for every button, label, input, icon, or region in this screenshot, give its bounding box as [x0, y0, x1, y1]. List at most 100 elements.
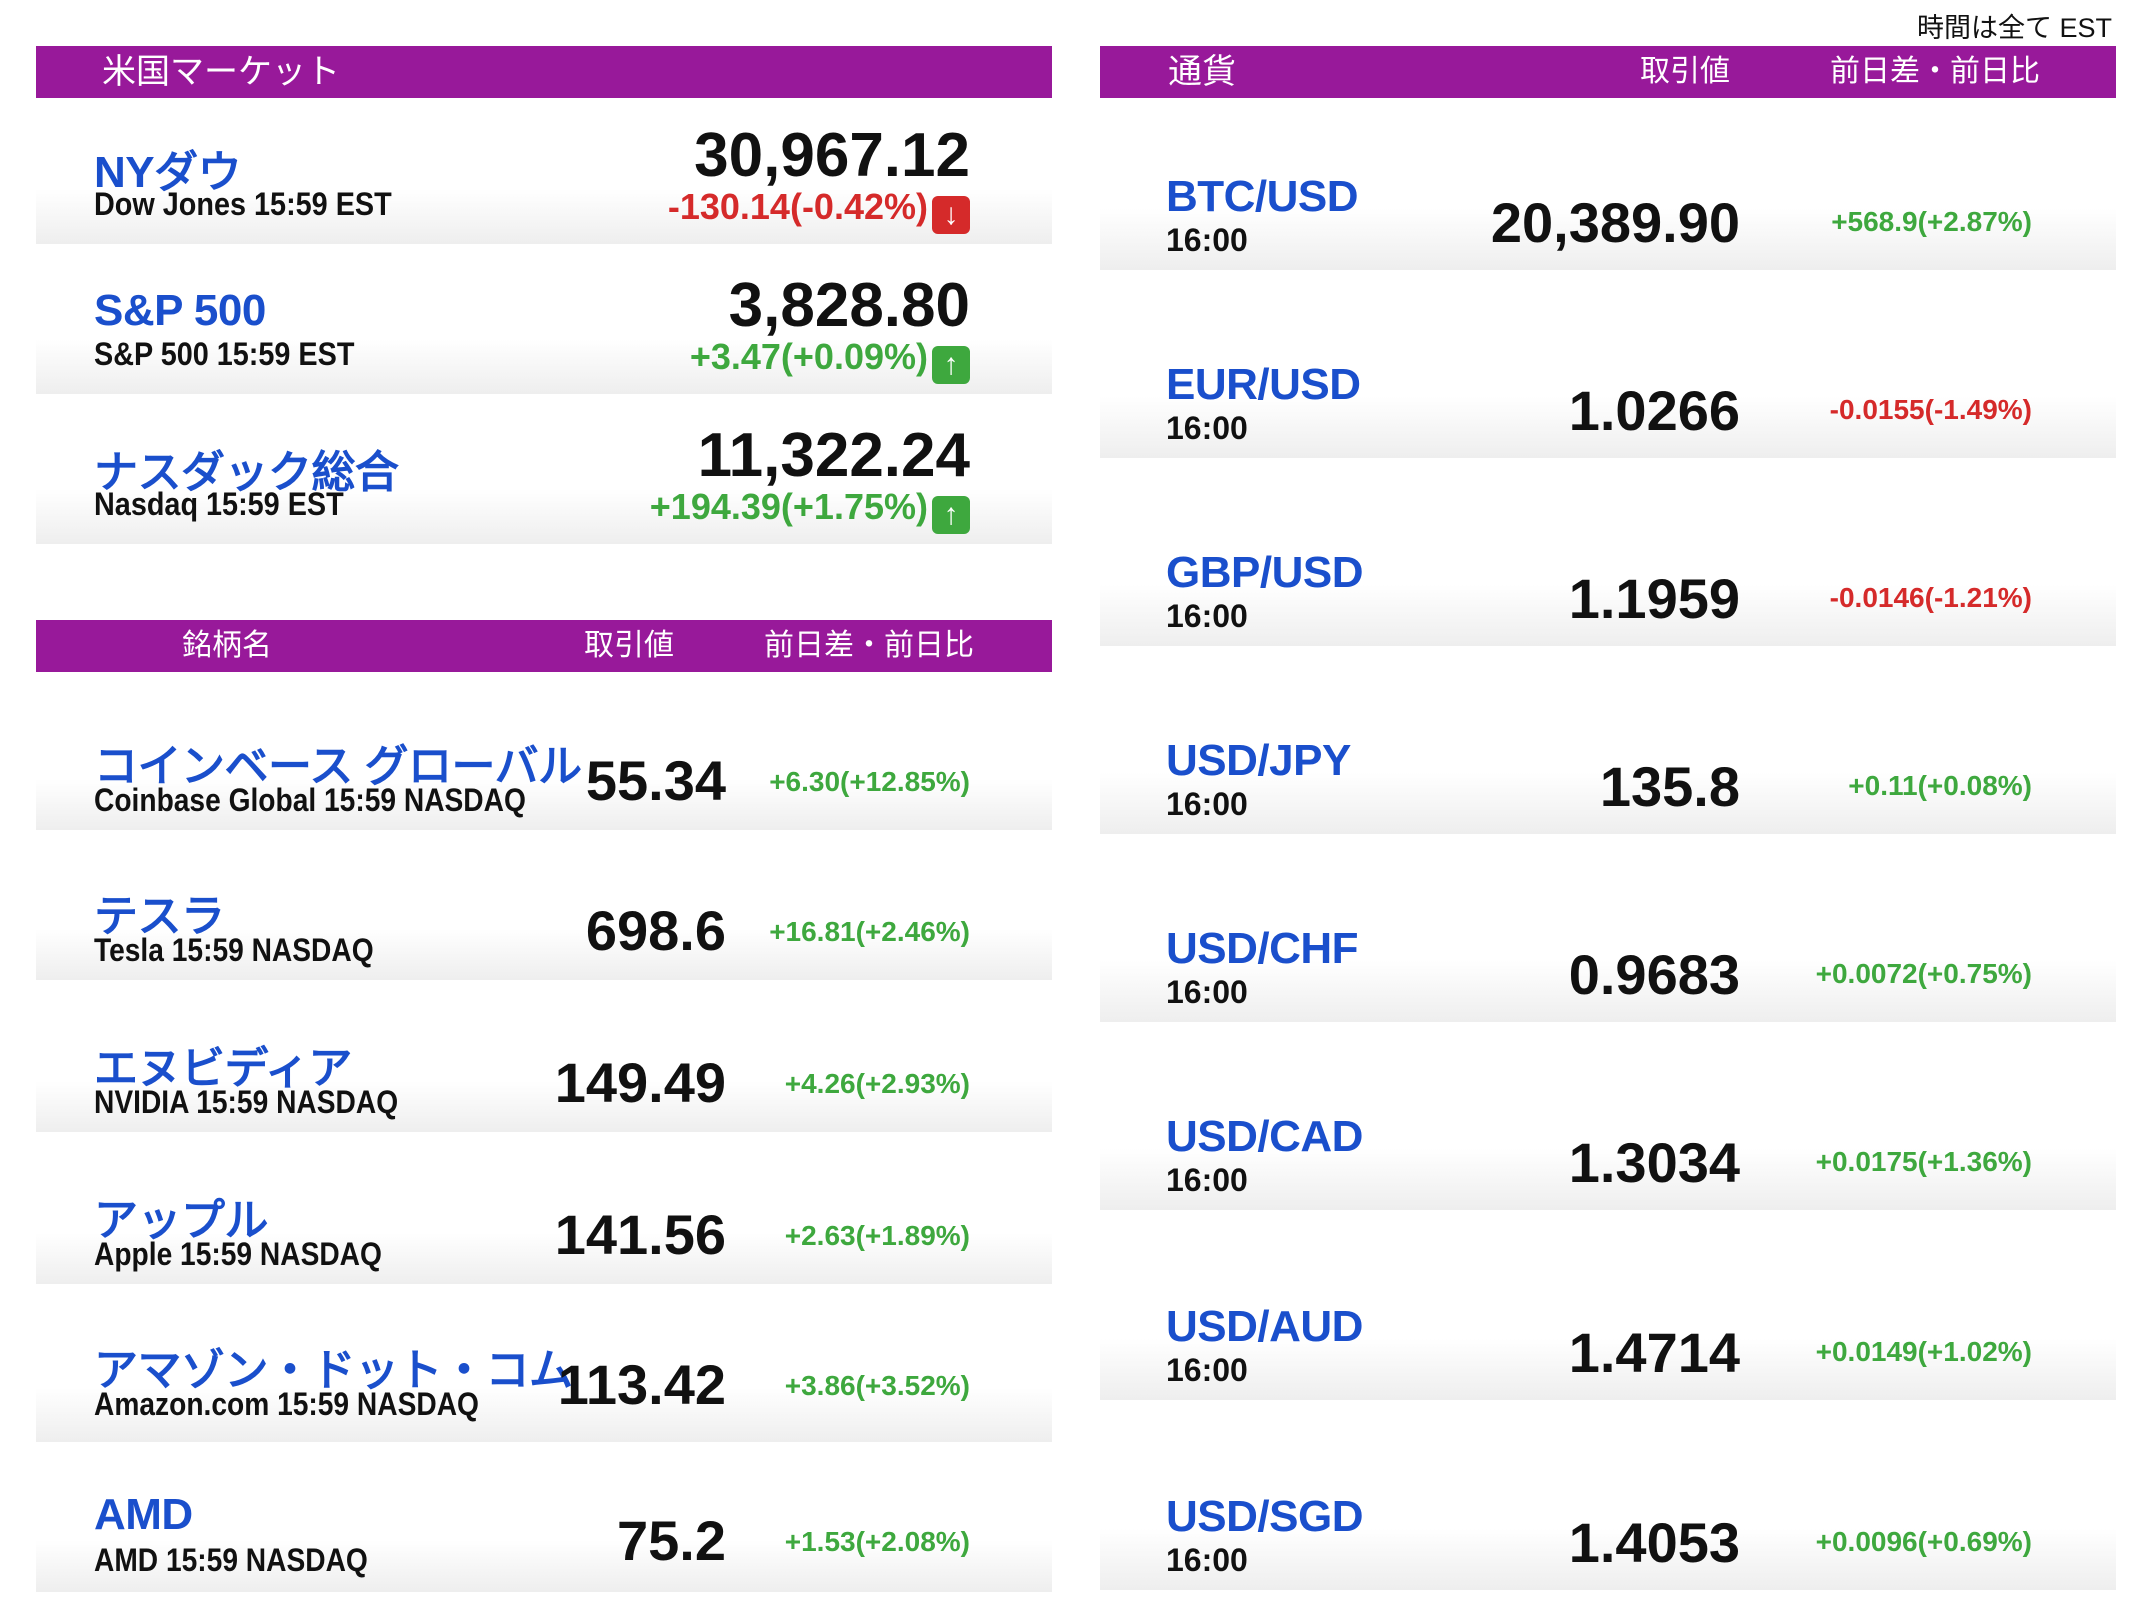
stock-row-amazon[interactable]: アマゾン・ドット・コム Amazon.com 15:59 NASDAQ 113.…	[36, 1300, 1052, 1442]
stock-change: +2.63(+1.89%)	[784, 1220, 970, 1251]
stock-sub: Apple 15:59 NASDAQ	[94, 1236, 382, 1272]
index-price: 30,967.12	[694, 121, 970, 190]
index-name: S&P 500	[94, 286, 266, 335]
stock-change: +3.86(+3.52%)	[784, 1370, 970, 1401]
currency-pair: BTC/USD	[1166, 172, 1359, 221]
currency-price: 1.0266	[1568, 379, 1740, 442]
currency-row-usdchf[interactable]: USD/CHF 16:00 0.9683 +0.0072(+0.75%)	[1100, 860, 2116, 1022]
currency-row-btcusd[interactable]: BTC/USD 16:00 20,389.90 +568.9(+2.87%)	[1100, 108, 2116, 270]
currency-change: +0.0096(+0.69%)	[1815, 1526, 2032, 1557]
currency-row-usdcad[interactable]: USD/CAD 16:00 1.3034 +0.0175(+1.36%)	[1100, 1048, 2116, 1210]
stocks-header-price: 取引値	[584, 629, 674, 662]
stock-row-coinbase[interactable]: コインベース グローバル Coinbase Global 15:59 NASDA…	[36, 696, 1052, 830]
stock-sub: Coinbase Global 15:59 NASDAQ	[94, 782, 526, 818]
arrow-down-icon: ↓	[932, 196, 970, 234]
arrow-up-icon: ↑	[932, 496, 970, 534]
currency-row-gbpusd[interactable]: GBP/USD 16:00 1.1959 -0.0146(-1.21%)	[1100, 484, 2116, 646]
currency-header-name: 通貨	[1168, 53, 1236, 91]
timezone-note: 時間は全て EST	[1916, 13, 2112, 43]
stock-change: +16.81(+2.46%)	[769, 916, 970, 947]
currency-pair: USD/SGD	[1166, 1492, 1363, 1541]
currency-time: 16:00	[1166, 410, 1248, 446]
stock-sub: Amazon.com 15:59 NASDAQ	[94, 1386, 479, 1422]
index-change-value: +194.39(+1.75%)	[649, 486, 928, 527]
stock-row-apple[interactable]: アップル Apple 15:59 NASDAQ 141.56 +2.63(+1.…	[36, 1150, 1052, 1284]
currency-pair: USD/CHF	[1166, 924, 1359, 973]
currency-change: -0.0155(-1.49%)	[1829, 394, 2032, 425]
stock-row-nvidia[interactable]: エヌビディア NVIDIA 15:59 NASDAQ 149.49 +4.26(…	[36, 998, 1052, 1132]
stock-price: 141.56	[554, 1203, 726, 1266]
currency-price: 0.9683	[1568, 943, 1740, 1006]
currency-row-usdjpy[interactable]: USD/JPY 16:00 135.8 +0.11(+0.08%)	[1100, 672, 2116, 834]
currency-header: 通貨 取引値 前日差・前日比	[1100, 46, 2116, 98]
currency-pair: USD/JPY	[1166, 736, 1351, 785]
index-change-value: -130.14(-0.42%)	[667, 186, 928, 227]
stock-price: 698.6	[585, 899, 726, 962]
currency-time: 16:00	[1166, 222, 1248, 258]
index-row-sp500[interactable]: S&P 500 S&P 500 15:59 EST 3,828.80 +3.47…	[36, 250, 1052, 394]
stock-sub: AMD 15:59 NASDAQ	[94, 1542, 368, 1578]
index-name: NYダウ	[94, 148, 242, 197]
stock-name: テスラ	[94, 892, 225, 941]
currency-time: 16:00	[1166, 598, 1248, 634]
us-market-title: 米国マーケット	[102, 53, 340, 91]
stock-name: エヌビディア	[94, 1044, 352, 1093]
currency-row-usdaud[interactable]: USD/AUD 16:00 1.4714 +0.0149(+1.02%)	[1100, 1238, 2116, 1400]
currency-price: 1.1959	[1568, 567, 1740, 630]
index-change: -130.14(-0.42%) ↓	[668, 186, 970, 234]
us-market-header: 米国マーケット	[36, 46, 1052, 98]
currency-pair: GBP/USD	[1166, 548, 1363, 597]
index-price: 3,828.80	[728, 271, 970, 340]
stock-row-tesla[interactable]: テスラ Tesla 15:59 NASDAQ 698.6 +16.81(+2.4…	[36, 846, 1052, 980]
index-change-value: +3.47(+0.09%)	[689, 336, 928, 377]
stock-sub: Tesla 15:59 NASDAQ	[94, 932, 374, 968]
index-price: 11,322.24	[697, 421, 970, 490]
currency-time: 16:00	[1166, 974, 1248, 1010]
currency-price: 20,389.90	[1490, 191, 1740, 254]
currency-change: +0.0072(+0.75%)	[1815, 958, 2032, 989]
index-row-nasdaq[interactable]: ナスダック総合 Nasdaq 15:59 EST 11,322.24 +194.…	[36, 400, 1052, 544]
index-sub: Nasdaq 15:59 EST	[94, 486, 344, 522]
index-sub: S&P 500 15:59 EST	[94, 336, 355, 372]
currency-change: +0.0175(+1.36%)	[1815, 1146, 2032, 1177]
stock-row-amd[interactable]: AMD AMD 15:59 NASDAQ 75.2 +1.53(+2.08%)	[36, 1456, 1052, 1592]
stock-change: +1.53(+2.08%)	[784, 1526, 970, 1557]
currency-price: 1.4714	[1568, 1321, 1740, 1384]
currency-row-usdsgd[interactable]: USD/SGD 16:00 1.4053 +0.0096(+0.69%)	[1100, 1428, 2116, 1590]
currency-time: 16:00	[1166, 1352, 1248, 1388]
currency-change: +568.9(+2.87%)	[1831, 206, 2032, 237]
currency-header-change: 前日差・前日比	[1830, 55, 2040, 88]
stock-price: 149.49	[554, 1051, 726, 1114]
currency-row-eurusd[interactable]: EUR/USD 16:00 1.0266 -0.0155(-1.49%)	[1100, 296, 2116, 458]
currency-pair: USD/CAD	[1166, 1112, 1363, 1161]
currency-pair: EUR/USD	[1166, 360, 1361, 409]
currency-pair: USD/AUD	[1166, 1302, 1363, 1351]
currency-price: 135.8	[1599, 755, 1740, 818]
stock-change: +6.30(+12.85%)	[769, 766, 970, 797]
currency-price: 1.4053	[1568, 1511, 1740, 1574]
stocks-header-change: 前日差・前日比	[764, 629, 974, 662]
currency-change: -0.0146(-1.21%)	[1829, 582, 2032, 613]
currency-time: 16:00	[1166, 786, 1248, 822]
stock-name: アップル	[94, 1196, 269, 1245]
index-change: +3.47(+0.09%) ↑	[690, 336, 970, 384]
currency-time: 16:00	[1166, 1542, 1248, 1578]
currency-time: 16:00	[1166, 1162, 1248, 1198]
stock-sub: NVIDIA 15:59 NASDAQ	[94, 1084, 399, 1120]
stocks-header-name: 銘柄名	[182, 629, 272, 662]
stock-price: 113.42	[557, 1353, 726, 1416]
currency-header-price: 取引値	[1640, 55, 1730, 88]
index-sub: Dow Jones 15:59 EST	[94, 186, 392, 222]
stock-price: 55.34	[585, 749, 726, 812]
currency-change: +0.11(+0.08%)	[1848, 770, 2032, 801]
index-row-dow[interactable]: NYダウ Dow Jones 15:59 EST 30,967.12 -130.…	[36, 100, 1052, 244]
stocks-header: 銘柄名 取引値 前日差・前日比	[36, 620, 1052, 672]
stock-price: 75.2	[617, 1509, 726, 1572]
arrow-up-icon: ↑	[932, 346, 970, 384]
stock-name: コインベース グローバル	[94, 742, 582, 791]
index-change: +194.39(+1.75%) ↑	[650, 486, 970, 534]
index-name: ナスダック総合	[94, 448, 399, 497]
stock-name: AMD	[94, 1490, 193, 1539]
currency-price: 1.3034	[1568, 1131, 1740, 1194]
currency-change: +0.0149(+1.02%)	[1815, 1336, 2032, 1367]
